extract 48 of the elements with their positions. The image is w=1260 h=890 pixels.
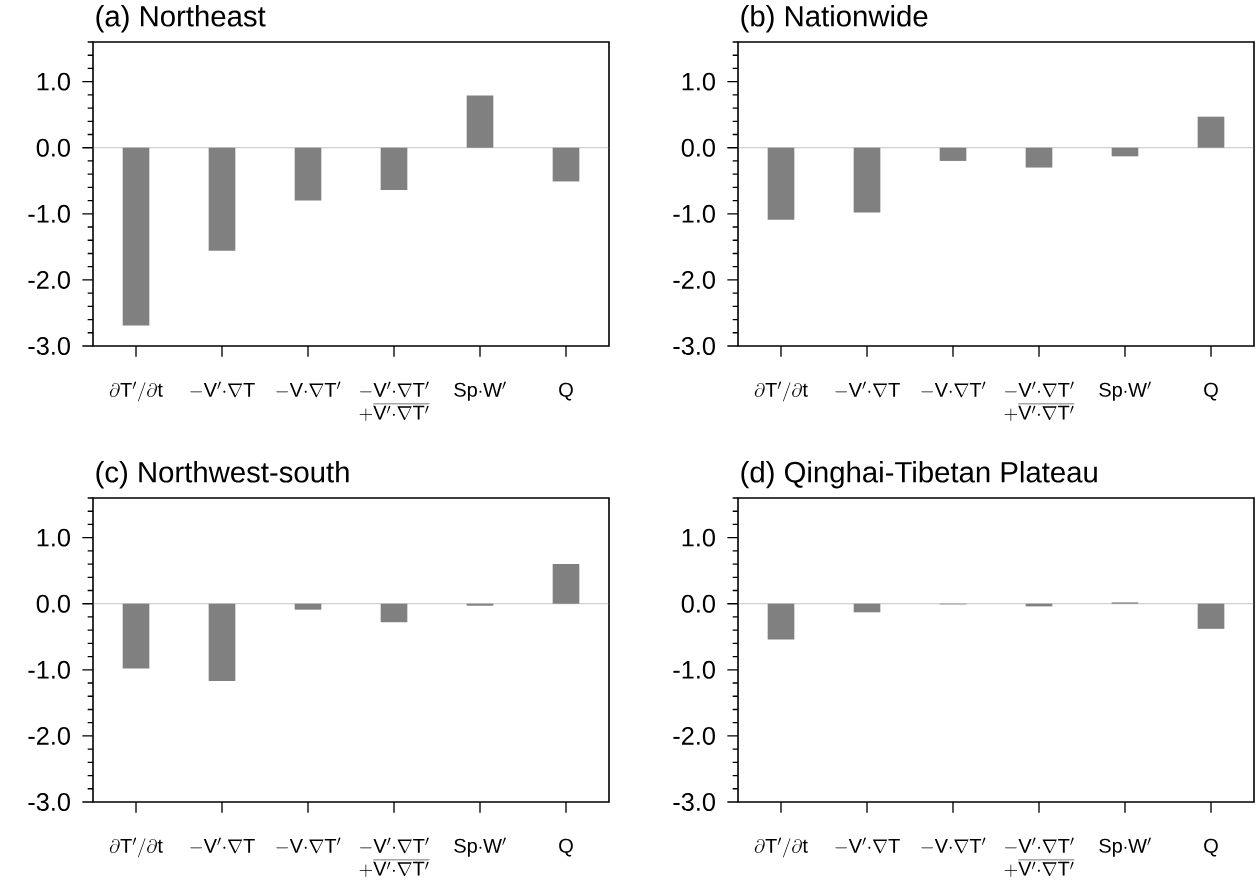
y-tick-label: -2.0 xyxy=(673,270,715,289)
x-tick-label: $\mathrm{Sp}{\cdot}\mathrm{W}'$ xyxy=(454,381,506,401)
y-tick-label: -3.0 xyxy=(28,792,70,811)
x-tick-label: $-\mathrm{V}{\cdot}\nabla \mathrm{T}'$ xyxy=(921,837,986,854)
x-tick-label: $-\mathrm{V}'{\cdot}\nabla \mathrm{T}$ xyxy=(835,381,900,398)
y-tick-label: 1.0 xyxy=(37,528,70,547)
y-tick-label: 1.0 xyxy=(37,72,70,91)
x-tick-label: $\partial \mathrm{T}'/\partial \mathrm{t}$ xyxy=(754,837,808,858)
x-tick-label: $\mathrm{Sp}{\cdot}\mathrm{W}'$ xyxy=(1099,837,1151,857)
x-tick-label: $\mathrm{Q}$ xyxy=(1204,382,1218,401)
chart-title: (b) Nationwide xyxy=(741,4,928,33)
y-tick-label: -2.0 xyxy=(28,726,70,745)
y-tick-label: -2.0 xyxy=(28,270,70,289)
y-tick-label: 1.0 xyxy=(682,72,715,91)
y-tick-label: -1.0 xyxy=(673,660,715,679)
y-tick-label: 0.0 xyxy=(681,594,715,613)
y-tick-label: 0.0 xyxy=(36,138,70,157)
y-tick-label: -1.0 xyxy=(28,204,70,223)
x-tick-label: $\mathrm{Sp}{\cdot}\mathrm{W}'$ xyxy=(1099,381,1151,401)
x-tick-label: $\begin{array}[t]{@{}c@{}}-\mathrm{V}'{\cdot}\nabla \mathrm{T}'\\+\overline{\mathrm{V}'{\cdot}\nabla \mathrm{T}'}\end{array}$ xyxy=(1004,837,1075,877)
x-tick-label: $\mathrm{Sp}{\cdot}\mathrm{W}'$ xyxy=(454,837,506,857)
x-tick-label: $\mathrm{Q}$ xyxy=(559,838,573,857)
x-tick-label: $-\mathrm{V}'{\cdot}\nabla \mathrm{T}$ xyxy=(190,837,255,854)
x-tick-label: $\begin{array}[t]{@{}c@{}}-\mathrm{V}'{\cdot}\nabla \mathrm{T}'\\+\overline{\mathrm{V}'{\cdot}\nabla \mathrm{T}'}\end{array}$ xyxy=(359,837,430,877)
chart-title: (c) Northwest-south xyxy=(96,460,349,489)
x-tick-label: $\partial \mathrm{T}'/\partial \mathrm{t}$ xyxy=(109,837,163,858)
y-tick-label: -1.0 xyxy=(673,204,715,223)
x-tick-label: $-\mathrm{V}'{\cdot}\nabla \mathrm{T}$ xyxy=(190,381,255,398)
y-tick-label: -2.0 xyxy=(673,726,715,745)
x-tick-label: $\partial \mathrm{T}'/\partial \mathrm{t}$ xyxy=(754,381,808,402)
y-tick-label: -3.0 xyxy=(28,336,70,355)
x-tick-label: $-\mathrm{V}{\cdot}\nabla \mathrm{T}'$ xyxy=(921,381,986,398)
x-tick-label: $-\mathrm{V}{\cdot}\nabla \mathrm{T}'$ xyxy=(276,381,341,398)
chart-title: (a) Northeast xyxy=(96,4,266,33)
x-tick-label: $-\mathrm{V}'{\cdot}\nabla \mathrm{T}$ xyxy=(835,837,900,854)
x-tick-label: $\begin{array}[t]{@{}c@{}}-\mathrm{V}'{\cdot}\nabla \mathrm{T}'\\+\overline{\mathrm{V}'{\cdot}\nabla \mathrm{T}'}\end{array}$ xyxy=(359,381,430,421)
x-tick-label: $\partial \mathrm{T}'/\partial \mathrm{t}$ xyxy=(109,381,163,402)
y-tick-label: -1.0 xyxy=(28,660,70,679)
x-tick-label: $\mathrm{Q}$ xyxy=(1204,838,1218,857)
x-tick-label: $\begin{array}[t]{@{}c@{}}-\mathrm{V}'{\cdot}\nabla \mathrm{T}'\\+\overline{\mathrm{V}'{\cdot}\nabla \mathrm{T}'}\end{array}$ xyxy=(1004,381,1075,421)
y-tick-label: -3.0 xyxy=(673,336,715,355)
chart-title: (d) Qinghai-Tibetan Plateau xyxy=(741,460,1097,489)
y-tick-label: 0.0 xyxy=(36,594,70,613)
y-tick-label: 0.0 xyxy=(681,138,715,157)
y-tick-label: 1.0 xyxy=(682,528,715,547)
x-tick-label: $-\mathrm{V}{\cdot}\nabla \mathrm{T}'$ xyxy=(276,837,341,854)
y-tick-label: -3.0 xyxy=(673,792,715,811)
x-tick-label: $\mathrm{Q}$ xyxy=(559,382,573,401)
